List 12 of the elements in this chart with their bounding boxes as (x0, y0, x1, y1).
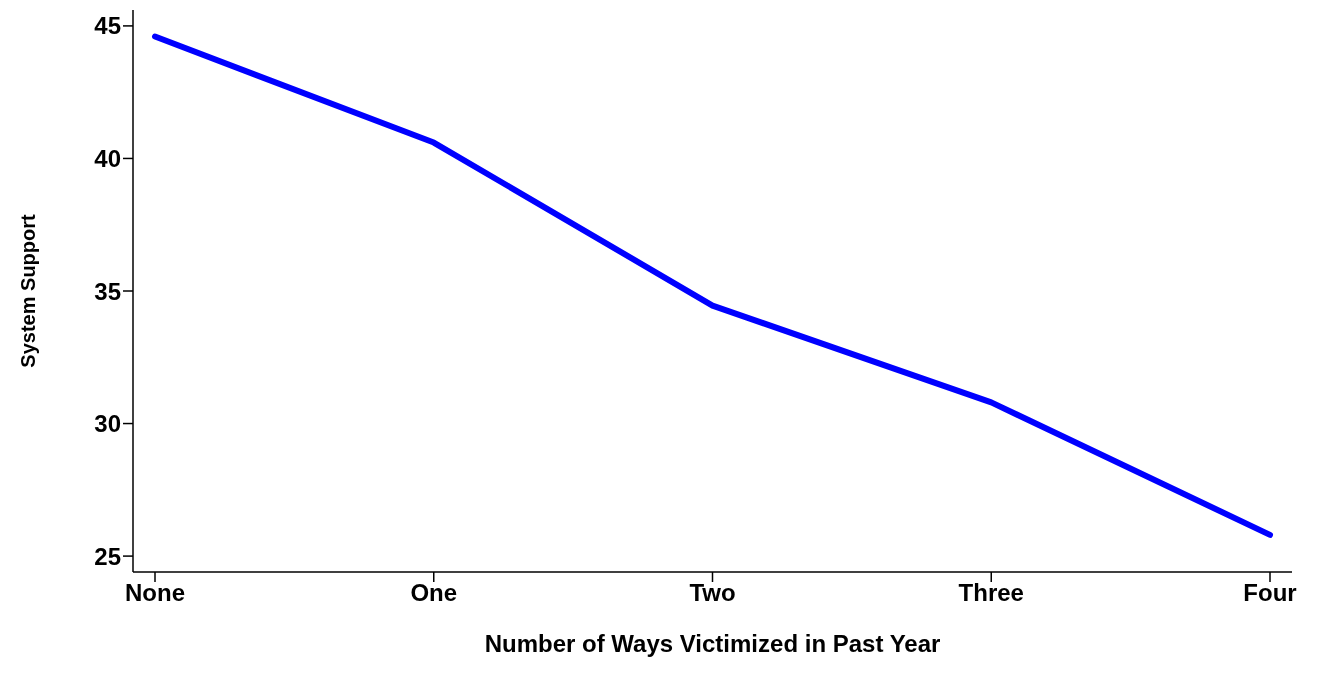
x-axis-title: Number of Ways Victimized in Past Year (484, 630, 941, 657)
y-axis-title: System Support (17, 213, 40, 368)
y-tick-label: 35 (94, 277, 121, 305)
x-tick-label: One (410, 579, 458, 607)
x-tick-label: Three (958, 579, 1024, 607)
y-tick-label: 30 (94, 410, 121, 438)
y-tick-label: 45 (94, 12, 121, 40)
x-tick-label: None (125, 579, 185, 607)
x-tick-label: Four (1243, 579, 1297, 607)
y-tick-label: 40 (94, 144, 121, 172)
x-tick-label: Two (689, 579, 736, 607)
y-tick-label: 25 (94, 542, 121, 570)
